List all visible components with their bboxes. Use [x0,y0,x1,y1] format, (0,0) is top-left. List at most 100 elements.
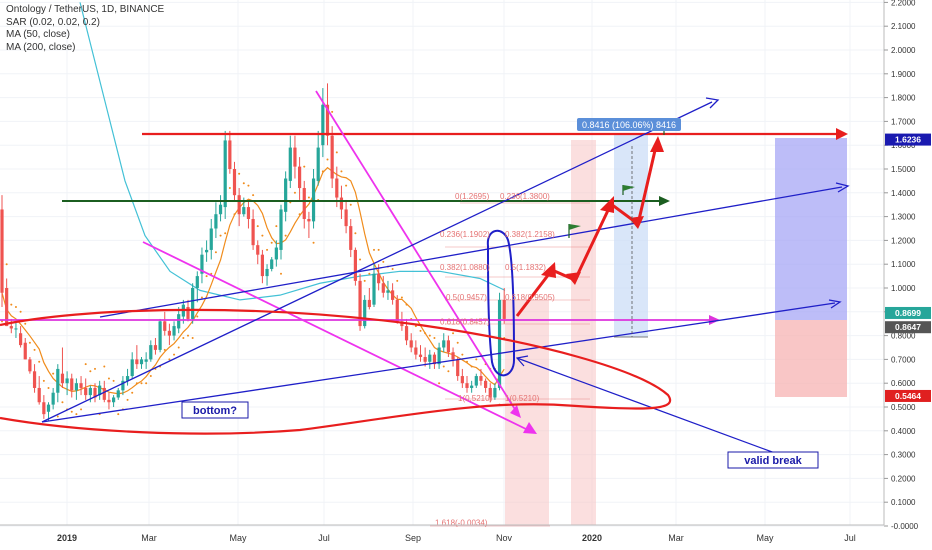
legend-ma-50[interactable]: MA (50, close) [6,29,70,40]
legend-sar[interactable]: SAR (0.02, 0.02, 0.2) [6,16,100,28]
price-tick-label: 1.4000 [891,189,916,198]
annotation-valid-break-text: valid break [744,455,802,467]
candle-body [23,342,27,360]
candle-body [270,259,274,269]
fib-label: 0.5(1.1832) [505,263,546,272]
price-label-text: 0.8699 [895,308,921,318]
price-tick-label: 0.4000 [891,427,916,436]
accumulation-ellipse [0,308,672,435]
candle-body [302,188,306,219]
candle-body [42,402,46,415]
candle-body [19,333,23,346]
candle-body [321,104,325,146]
time-axis[interactable]: 2019 Mar May Jul Sep Nov 2020 Mar May Jul [57,533,856,543]
candle-body [121,380,125,391]
resistance-arrow-head [836,128,848,140]
candle-body [377,273,381,284]
candle-body [228,140,232,169]
time-tick-label: Nov [496,533,513,543]
measure-label: 0.8416 (106.06%) 8416 [577,118,681,131]
time-tick-label: 2020 [582,533,602,543]
time-tick-label: Jul [844,533,856,543]
valid-break-pointer [516,357,776,454]
magenta-trend-1 [315,90,517,412]
candle-body [116,390,120,398]
chart-legend: Ontology / TetherUS, 1D, BINANCE SAR (0.… [6,4,164,54]
candle-body [488,387,492,398]
candle-body [191,288,195,319]
fib-label: 0.236(1.3800) [500,192,550,201]
legend-ma-200[interactable]: MA (200, close) [6,41,76,53]
ma-200-line [79,2,506,301]
fib-label: 0.618(0.9505) [505,293,555,302]
price-label-badge [885,389,931,402]
candle-body [265,268,269,277]
candle-body [74,383,78,391]
fib-label: 0(1.2695) [455,192,490,201]
price-tick-label: 2.0000 [891,46,916,55]
magenta-arrow-head-2 [523,422,537,434]
candle-body [446,340,450,353]
price-tick-label: 1.2000 [891,236,916,245]
fib-label: 1(0.5210) [505,394,540,403]
price-tick-label: 0.1000 [891,498,916,507]
breakout-circle [486,230,516,377]
price-tick-label: 0.6000 [891,379,916,388]
candle-body [195,276,199,288]
price-label-text: 0.5464 [895,391,921,401]
candle-body [232,169,237,196]
candle-body [404,326,409,341]
candle-body [112,397,116,403]
candle-body [9,326,13,329]
candle-body [325,104,330,136]
candle-body [395,299,399,322]
candle-body [107,399,111,403]
candle-body [279,209,283,250]
candle-body [502,299,506,319]
candles [0,83,506,422]
candle-body [274,247,278,260]
price-axis[interactable]: 2.2000 2.1000 2.0000 1.9000 1.8000 1.7000 1.60… [884,0,919,531]
candle-body [298,166,302,189]
price-tick-label: 1.7000 [891,117,916,126]
long-position-target [775,138,847,320]
fib-label: 0.382(1.2158) [505,230,555,239]
price-tick-label: 1.0000 [891,284,916,293]
drawings [0,90,850,454]
candle-body [353,249,357,281]
candle-body [214,214,218,229]
candle-body [14,328,18,330]
price-label-text: 1.6236 [895,135,921,145]
candle-body [37,387,41,403]
time-tick-label: May [756,533,774,543]
candle-body [428,354,432,362]
blue-channel-lower [41,302,836,423]
time-tick-label: May [229,533,247,543]
candle-body [130,359,134,377]
candle-body [246,207,251,219]
candle-body [163,321,167,331]
price-tick-label: 0.7000 [891,355,916,364]
candle-body [32,371,37,388]
candle-body [307,218,311,222]
magenta-arrow-head-1 [510,405,521,418]
annotation-valid-break: valid break [727,451,819,469]
sar-dots [1,110,506,418]
price-tick-label: 1.1000 [891,260,916,269]
annotation-bottom-text: bottom? [193,405,237,417]
price-tick-label: 1.3000 [891,213,916,222]
candle-body [5,288,9,327]
candle-body [335,178,339,198]
time-tick-label: 2019 [57,533,77,543]
candle-body [451,352,455,360]
price-label-badge [885,321,931,334]
candle-body [418,354,423,358]
time-tick-label: Mar [141,533,157,543]
candle-body [344,209,348,227]
legend-title[interactable]: Ontology / TetherUS, 1D, BINANCE [6,4,165,15]
price-tick-label: 0.3000 [891,451,916,460]
candle-body [409,340,413,348]
price-tick-label: 0.2000 [891,474,916,483]
